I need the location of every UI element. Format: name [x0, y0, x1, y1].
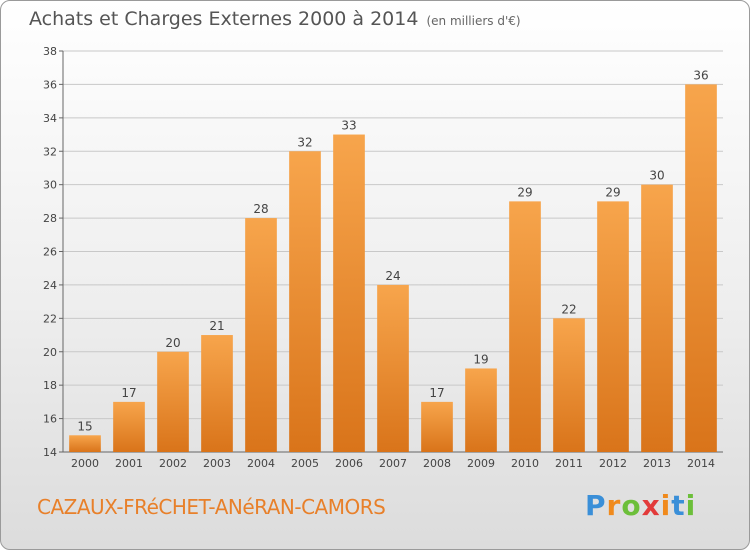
bar: [553, 318, 585, 452]
x-tick-label: 2002: [159, 457, 187, 470]
x-tick-label: 2012: [599, 457, 627, 470]
x-tick-label: 2008: [423, 457, 451, 470]
x-tick-label: 2004: [247, 457, 275, 470]
y-tick-label: 24: [43, 279, 57, 292]
proxiti-logo: Proxiti: [585, 489, 697, 522]
bar-value-label: 19: [473, 352, 488, 366]
x-tick-label: 2000: [71, 457, 99, 470]
y-tick-label: 26: [43, 246, 57, 259]
bar-value-label: 33: [341, 119, 356, 133]
x-tick-label: 2003: [203, 457, 231, 470]
x-tick-label: 2006: [335, 457, 363, 470]
x-tick-label: 2011: [555, 457, 583, 470]
bar-value-label: 29: [517, 185, 532, 199]
y-tick-label: 36: [43, 78, 57, 91]
x-tick-label: 2001: [115, 457, 143, 470]
bar: [685, 84, 717, 453]
y-tick-label: 20: [43, 346, 57, 359]
y-tick-label: 32: [43, 145, 57, 158]
bar: [333, 134, 365, 452]
bar: [157, 351, 189, 452]
bar-value-label: 20: [165, 336, 180, 350]
y-tick-label: 30: [43, 179, 57, 192]
bar-value-label: 28: [253, 202, 268, 216]
y-tick-label: 38: [43, 45, 57, 58]
y-tick-label: 14: [43, 446, 57, 459]
bar: [509, 201, 541, 452]
bar: [421, 401, 453, 452]
bar-value-label: 15: [77, 419, 92, 433]
commune-name: CAZAUX-FRéCHET-ANéRAN-CAMORS: [37, 495, 386, 519]
bar: [245, 218, 277, 452]
bar: [377, 284, 409, 452]
x-tick-label: 2007: [379, 457, 407, 470]
bar: [69, 435, 101, 452]
bar: [113, 401, 145, 452]
bar: [597, 201, 629, 452]
y-tick-label: 28: [43, 212, 57, 225]
y-tick-label: 16: [43, 413, 57, 426]
bar-value-label: 21: [209, 319, 224, 333]
y-tick-label: 34: [43, 112, 57, 125]
bar-value-label: 22: [561, 302, 576, 316]
bar-value-label: 32: [297, 135, 312, 149]
bar: [201, 335, 233, 452]
y-tick-label: 18: [43, 379, 57, 392]
x-tick-label: 2005: [291, 457, 319, 470]
chart-title: Achats et Charges Externes 2000 à 2014 (e…: [29, 8, 521, 30]
x-tick-label: 2013: [643, 457, 671, 470]
subtitle-text: (en milliers d'€): [426, 14, 521, 28]
bar-value-label: 24: [385, 269, 400, 283]
bar-value-label: 36: [693, 68, 708, 82]
bar-value-label: 29: [605, 185, 620, 199]
bar: [641, 184, 673, 452]
x-tick-label: 2009: [467, 457, 495, 470]
bar-value-label: 17: [429, 386, 444, 400]
x-tick-label: 2010: [511, 457, 539, 470]
bar-value-label: 17: [121, 386, 136, 400]
bar: [289, 151, 321, 452]
y-tick-label: 22: [43, 312, 57, 325]
bar-value-label: 30: [649, 169, 664, 183]
title-text: Achats et Charges Externes 2000 à 2014: [29, 8, 419, 30]
bar: [465, 368, 497, 452]
x-tick-label: 2014: [687, 457, 715, 470]
